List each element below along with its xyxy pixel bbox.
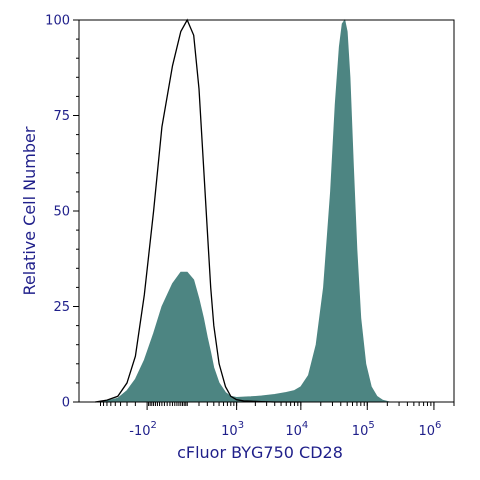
y-tick-label: 25 [53,300,70,315]
y-tick-label: 50 [53,205,70,220]
y-tick-label: 75 [53,109,70,124]
x-axis-title: cFluor BYG750 CD28 [177,443,343,462]
y-axis-title: Relative Cell Number [20,126,39,295]
y-axis: 0 25 50 75 100 [45,14,79,411]
series-filled-histogram [95,18,391,403]
x-tick-label: -102 [129,420,157,439]
series-outline-histogram [95,18,301,403]
y-tick-label: 100 [45,14,70,29]
series-layer [95,18,391,403]
y-tick-label: 0 [62,396,70,411]
